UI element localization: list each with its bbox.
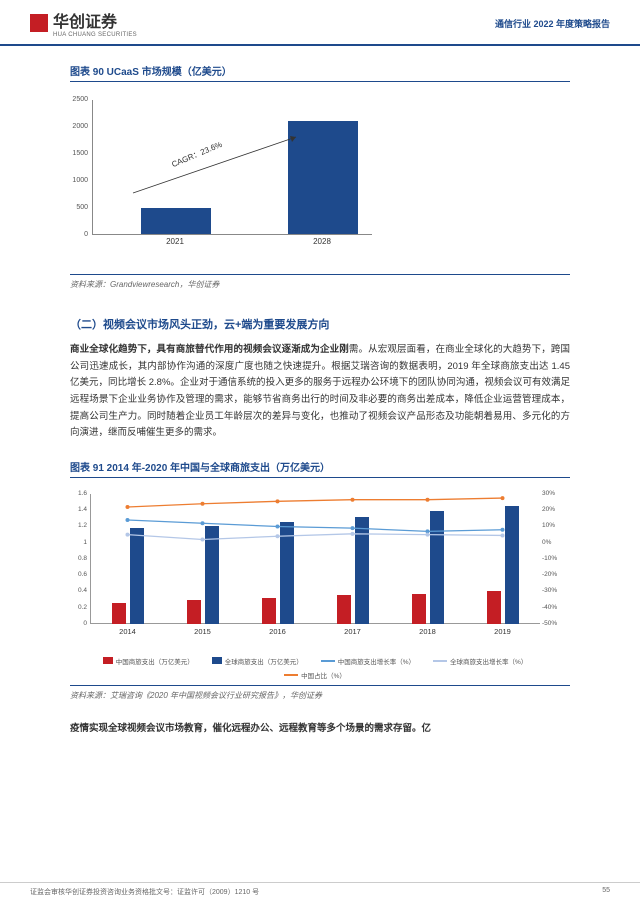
y-tick-left: 1 <box>72 539 87 546</box>
chart90-title: 图表 90 UCaaS 市场规模（亿美元） <box>70 63 570 78</box>
y-tick: 2000 <box>70 123 88 130</box>
legend-item: 中国商旅支出（万亿美元） <box>103 656 194 666</box>
chart91-source: 资料来源：艾瑞咨询《2020 年中国视频会议行业研究报告》，华创证券 <box>70 690 570 701</box>
footer-page: 55 <box>602 887 610 897</box>
y-tick: 1000 <box>70 177 88 184</box>
chart90-source: 资料来源：Grandviewresearch，华创证券 <box>70 279 570 290</box>
y-tick-left: 0.8 <box>72 555 87 562</box>
y-tick-left: 1.2 <box>72 522 87 529</box>
y-tick-left: 0.6 <box>72 571 87 578</box>
logo-text-cn: 华创证券 <box>53 8 137 32</box>
y-tick-right: -40% <box>542 604 562 611</box>
y-tick-right: 0% <box>542 539 562 546</box>
logo: 华创证券 HUA CHUANG SECURITIES <box>30 8 137 38</box>
line-china-share <box>90 494 540 624</box>
chart90-title-bar: 图表 90 UCaaS 市场规模（亿美元） <box>70 60 570 82</box>
y-tick-right: -30% <box>542 587 562 594</box>
y-tick-left: 0.2 <box>72 604 87 611</box>
y-tick-right: 30% <box>542 490 562 497</box>
page-footer: 证监会审核华创证券投资咨询业务资格批文号：证监许可（2009）1210 号 55 <box>0 882 640 897</box>
x-label: 2028 <box>287 237 357 246</box>
chart91-title: 图表 91 2014 年-2020 年中国与全球商旅支出（万亿美元） <box>70 459 570 474</box>
legend-item: 全球商旅支出（万亿美元） <box>212 656 303 666</box>
footer-left: 证监会审核华创证券投资咨询业务资格批文号：证监许可（2009）1210 号 <box>30 887 259 897</box>
y-tick-left: 0.4 <box>72 587 87 594</box>
x-label: 2014 <box>103 627 153 636</box>
cagr-arrow <box>128 131 308 201</box>
legend-item: 中国占比（%） <box>284 670 346 680</box>
last-paragraph: 疫情实现全球视频会议市场教育，催化远程办公、远程教育等多个场景的需求存留。亿 <box>70 721 570 738</box>
x-label: 2019 <box>478 627 528 636</box>
section-title: （二）视频会议市场风头正劲，云+端为重要发展方向 <box>70 316 570 332</box>
x-label: 2021 <box>140 237 210 246</box>
header-title: 通信行业 2022 年度策略报告 <box>495 17 610 30</box>
y-tick-right: -10% <box>542 555 562 562</box>
chart91: 0 0.2 0.4 0.6 0.8 1 1.2 1.4 1.6 -50% -40% -30% -20% -… <box>70 490 570 675</box>
chart91-title-bar: 图表 91 2014 年-2020 年中国与全球商旅支出（万亿美元） <box>70 456 570 478</box>
chart90: 05001000150020002500 20212028 CAGR：23.6% <box>70 94 570 264</box>
x-label: 2018 <box>403 627 453 636</box>
y-tick-left: 1.4 <box>72 506 87 513</box>
y-tick: 2500 <box>70 96 88 103</box>
y-tick: 500 <box>70 204 88 211</box>
y-tick-left: 1.6 <box>72 490 87 497</box>
y-tick-right: 10% <box>542 522 562 529</box>
body-paragraph: 商业全球化趋势下，具有商旅替代作用的视频会议逐渐成为企业刚需。从宏观层面看，在商… <box>70 342 570 442</box>
x-label: 2016 <box>253 627 303 636</box>
y-tick-right: -20% <box>542 571 562 578</box>
x-label: 2015 <box>178 627 228 636</box>
x-label: 2017 <box>328 627 378 636</box>
y-tick-right: -50% <box>542 620 562 627</box>
legend-item: 全球商旅支出增长率（%） <box>433 656 527 666</box>
page-header: 华创证券 HUA CHUANG SECURITIES 通信行业 2022 年度策… <box>0 0 640 46</box>
y-tick-right: 20% <box>542 506 562 513</box>
legend-item: 中国商旅支出增长率（%） <box>321 656 415 666</box>
y-tick-left: 0 <box>72 620 87 627</box>
bar <box>141 208 211 234</box>
y-tick: 1500 <box>70 150 88 157</box>
logo-icon <box>30 14 48 32</box>
chart91-legend: 中国商旅支出（万亿美元） 全球商旅支出（万亿美元） 中国商旅支出增长率（%） 全球商旅… <box>90 656 540 680</box>
y-tick: 0 <box>70 231 88 238</box>
logo-text-en: HUA CHUANG SECURITIES <box>53 32 137 38</box>
